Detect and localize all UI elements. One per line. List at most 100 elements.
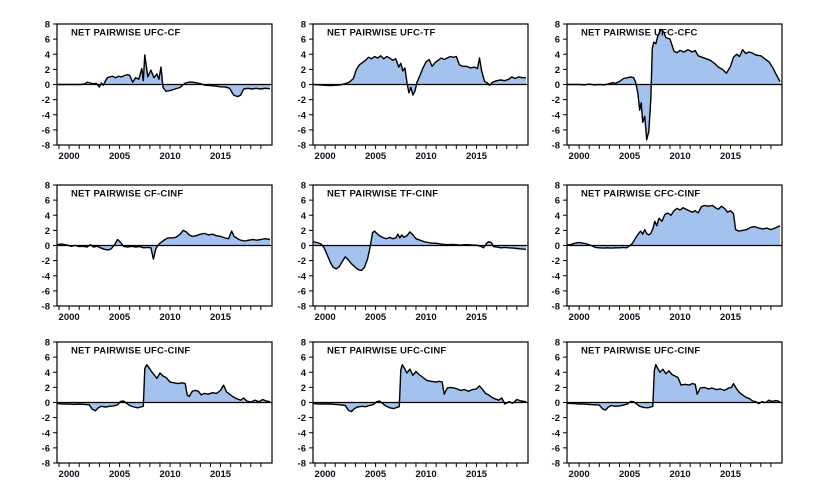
y-tick-label: 0 <box>45 80 50 91</box>
series-area <box>567 364 780 411</box>
x-tick-label: 2015 <box>720 469 742 480</box>
x-tick-label: 2000 <box>59 312 80 323</box>
x-tick-label: 2010 <box>159 151 180 162</box>
x-tick-label: 2000 <box>315 469 336 480</box>
y-tick-label: -8 <box>552 459 560 470</box>
series-line <box>313 364 527 413</box>
series-line <box>57 54 271 98</box>
y-tick-label: 8 <box>555 20 560 31</box>
y-tick-label: -6 <box>552 125 560 136</box>
x-tick-label: 2000 <box>569 469 590 480</box>
chart-panel: 8 6 4 2 0 -2 -4 -6 -8 2000 2005 2010 2015 NET PAIRWIS… <box>42 338 273 480</box>
y-tick-label: -6 <box>298 443 306 454</box>
x-tick-label: 2000 <box>315 151 336 162</box>
x-tick-label: 2010 <box>415 151 436 162</box>
y-tick-label: -8 <box>552 302 560 313</box>
y-tick-label: 4 <box>301 211 307 222</box>
y-tick-label: 6 <box>301 353 306 364</box>
y-tick-label: 0 <box>301 80 306 91</box>
chart-title: NET PAIRWISE CFC-CINF <box>581 189 700 200</box>
y-tick-label: -4 <box>298 110 307 121</box>
y-tick-label: 8 <box>301 338 306 349</box>
chart-title: NET PAIRWISE UFC-CINF <box>327 346 446 357</box>
x-tick-label: 2000 <box>569 151 590 162</box>
x-tick-label: 2010 <box>159 469 180 480</box>
chart-panel: 8 6 4 2 0 -2 -4 -6 -8 2000 2005 2010 2015 NET PAIRWIS… <box>552 181 783 323</box>
y-tick-label: -8 <box>298 302 306 313</box>
chart-title: NET PAIRWISE UFC-CFC <box>581 28 698 39</box>
y-tick-label: 0 <box>555 80 560 91</box>
chart-panel: 8 6 4 2 0 -2 -4 -6 -8 2000 2005 2010 2015 NET PAIRWIS… <box>552 20 783 162</box>
y-tick-label: 8 <box>301 20 306 31</box>
y-tick-label: 4 <box>301 368 307 379</box>
series-line <box>313 55 526 96</box>
y-tick-label: 0 <box>45 398 50 409</box>
y-tick-label: 8 <box>555 181 560 192</box>
series-area <box>567 205 780 249</box>
y-tick-label: 2 <box>555 383 560 394</box>
y-tick-label: 4 <box>301 50 307 61</box>
y-tick-label: -8 <box>298 459 306 470</box>
y-tick-label: -6 <box>42 286 50 297</box>
y-tick-label: 8 <box>301 181 306 192</box>
y-tick-label: 2 <box>45 383 50 394</box>
y-tick-label: 4 <box>555 211 561 222</box>
y-tick-label: -4 <box>298 428 307 439</box>
y-tick-label: -2 <box>298 256 306 267</box>
y-tick-label: -4 <box>552 271 561 282</box>
series-area <box>313 364 526 412</box>
x-tick-label: 2015 <box>466 312 488 323</box>
y-tick-label: 8 <box>45 338 50 349</box>
y-tick-label: -4 <box>42 110 51 121</box>
y-tick-label: 8 <box>45 181 50 192</box>
y-tick-label: -4 <box>42 428 51 439</box>
y-tick-label: 8 <box>45 20 50 31</box>
x-tick-label: 2000 <box>315 312 336 323</box>
x-tick-label: 2005 <box>619 469 641 480</box>
y-tick-label: -2 <box>298 413 306 424</box>
y-tick-label: -6 <box>42 125 50 136</box>
chart-panel: 8 6 4 2 0 -2 -4 -6 -8 2000 2005 2010 2015 NET PAIRWIS… <box>298 338 529 480</box>
y-tick-label: 2 <box>301 383 306 394</box>
x-tick-label: 2005 <box>365 151 387 162</box>
y-tick-label: 6 <box>45 196 50 207</box>
y-tick-label: -6 <box>552 286 560 297</box>
chart-title: NET PAIRWISE TF-CINF <box>327 189 438 200</box>
x-tick-label: 2015 <box>210 469 232 480</box>
y-tick-label: -2 <box>552 413 560 424</box>
y-tick-label: 6 <box>301 35 306 46</box>
y-tick-label: 4 <box>45 50 51 61</box>
y-tick-label: 2 <box>555 226 560 237</box>
series-area <box>313 55 526 96</box>
x-tick-label: 2005 <box>109 469 131 480</box>
x-tick-label: 2005 <box>109 312 131 323</box>
y-tick-label: 2 <box>45 226 50 237</box>
chart-title: NET PAIRWISE UFC-CF <box>71 28 181 39</box>
series-area <box>313 231 526 271</box>
y-tick-label: 4 <box>45 211 51 222</box>
x-tick-label: 2015 <box>466 469 488 480</box>
y-tick-label: -2 <box>42 256 50 267</box>
y-tick-label: 0 <box>555 241 560 252</box>
y-tick-label: -2 <box>298 95 306 106</box>
x-tick-label: 2000 <box>59 151 80 162</box>
x-tick-label: 2005 <box>365 312 387 323</box>
chart-panel: 8 6 4 2 0 -2 -4 -6 -8 2000 2005 2010 2015 NET PAIRWIS… <box>42 181 273 323</box>
series-line <box>313 230 527 272</box>
y-tick-label: 2 <box>45 65 50 76</box>
x-tick-label: 2015 <box>210 312 232 323</box>
x-tick-label: 2000 <box>59 469 80 480</box>
y-tick-label: -2 <box>42 413 50 424</box>
y-tick-label: 6 <box>301 196 306 207</box>
y-tick-label: 6 <box>555 196 560 207</box>
x-tick-label: 2010 <box>415 312 436 323</box>
y-tick-label: -6 <box>42 443 50 454</box>
y-tick-label: 0 <box>555 398 560 409</box>
y-tick-label: -8 <box>552 141 560 152</box>
y-tick-label: -2 <box>552 95 560 106</box>
x-tick-label: 2015 <box>720 151 742 162</box>
y-tick-label: 6 <box>555 353 560 364</box>
series-line <box>567 204 781 249</box>
y-tick-label: 4 <box>555 368 561 379</box>
